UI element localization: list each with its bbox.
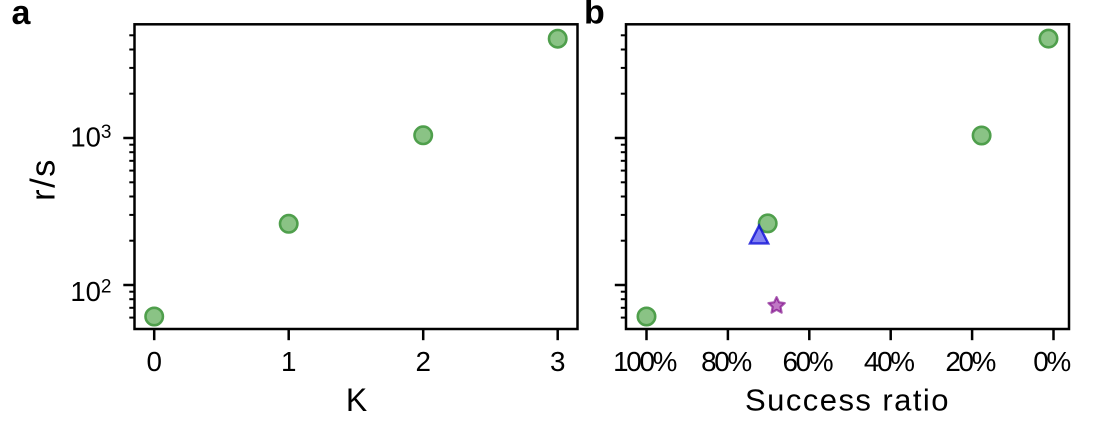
svg-text:1: 1 [281,346,296,377]
svg-text:K: K [346,382,367,418]
svg-text:103: 103 [70,122,111,153]
svg-text:60%: 60% [783,346,833,377]
svg-text:100%: 100% [613,346,676,377]
svg-text:0: 0 [146,346,161,377]
svg-text:80%: 80% [701,346,751,377]
svg-text:r/s: r/s [25,158,63,201]
svg-text:b: b [584,0,605,32]
svg-text:a: a [12,0,32,32]
svg-text:20%: 20% [945,346,995,377]
svg-text:40%: 40% [864,346,914,377]
svg-text:3: 3 [550,346,565,377]
svg-text:Success ratio: Success ratio [745,383,950,418]
svg-text:0%: 0% [1033,346,1070,377]
svg-text:2: 2 [415,346,430,377]
